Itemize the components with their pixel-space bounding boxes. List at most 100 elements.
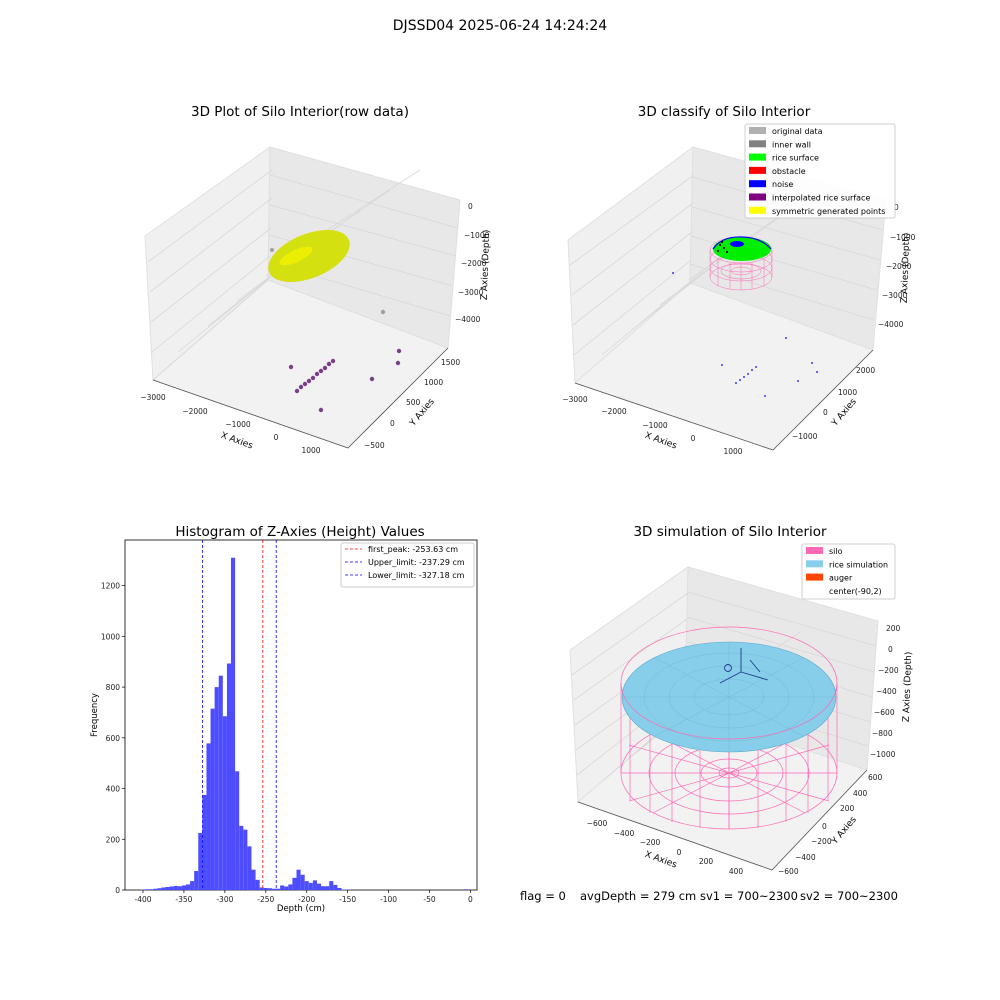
- panel4-zlabel: Z Axies (Depth): [902, 652, 914, 723]
- panel2-legend: original data inner wall rice surface obsta…: [744, 123, 896, 219]
- panel1-points: [288, 348, 402, 413]
- status-sv2: sv2 = 700~2300: [800, 889, 898, 903]
- panel1-ztick: −1000: [464, 231, 490, 240]
- legend-label: auger: [829, 574, 853, 583]
- panel4-tick-labels: −600 −400 −200 0 200 400 −600 −400 −200 …: [587, 624, 901, 876]
- status-flag: flag = 0: [520, 889, 566, 903]
- histogram-bar: [308, 882, 313, 890]
- histogram-xtick-label: -50: [423, 895, 435, 904]
- panel4-3d-simulation: −600 −400 −200 0 200 400 −600 −400 −200 …: [569, 543, 914, 876]
- panel1-point: [330, 358, 336, 364]
- histogram-legend-label: Lower_limit: -327.18 cm: [368, 571, 465, 580]
- panel1-point: [369, 376, 375, 382]
- panel4-ytick: 400: [853, 789, 868, 798]
- histogram-bar: [267, 888, 272, 890]
- panel4-ytick: 0: [822, 822, 827, 831]
- panel4-ztick: −200: [878, 666, 899, 675]
- panel1-grid: [147, 169, 459, 381]
- panel1-title: 3D Plot of Silo Interior(row data): [191, 104, 409, 120]
- histogram-bar: [194, 870, 199, 890]
- panel3-title: Histogram of Z-Axies (Height) Values: [175, 524, 425, 540]
- panel4-axes: [577, 769, 868, 871]
- panel2-ytick: 2000: [856, 366, 875, 375]
- panel1-xlabel: X Axies: [219, 431, 254, 452]
- panel1-ztick: −2000: [461, 259, 487, 268]
- legend-label: interpolated rice surface: [772, 194, 870, 203]
- histogram-bar: [185, 884, 191, 890]
- panel2-xtick: 1000: [723, 447, 742, 456]
- legend-swatch: [806, 560, 823, 568]
- panel1-ytick: −500: [364, 441, 385, 450]
- panel2-xtick: 0: [691, 434, 696, 443]
- panel3-bars: [140, 557, 469, 890]
- histogram-bar: [325, 886, 330, 890]
- panel1-point: [318, 368, 324, 374]
- histogram-bar: [206, 743, 211, 890]
- panel2-point: [751, 369, 753, 371]
- panel2-point: [739, 379, 741, 381]
- panel1-point: [326, 361, 332, 367]
- histogram-xtick-label: -200: [298, 895, 315, 904]
- legend-swatch: [749, 127, 766, 134]
- panel2-ytick: 0: [823, 408, 828, 417]
- histogram-bar: [226, 663, 232, 890]
- panel2-noise-cluster: [730, 241, 744, 247]
- panel2-xtick: −2000: [601, 407, 627, 416]
- panel2-point: [764, 395, 766, 397]
- panel2-ylabel: Y Axies: [830, 397, 859, 429]
- panel3-histogram: -400 -350 -300 -250 -200 -150 -100 -50 0 0 200 400…: [90, 539, 478, 914]
- legend-swatch: [749, 140, 766, 148]
- panel2-wall-edge: [712, 236, 772, 250]
- panel1-surface-highlight: [279, 246, 313, 266]
- histogram-legend-label: first_peak: -253.63 cm: [368, 545, 458, 554]
- panel1-point: [306, 378, 312, 384]
- histogram-bar: [255, 879, 260, 890]
- panel1-zlabel: Z Axies (Depth): [480, 230, 492, 301]
- histogram-bar: [169, 886, 174, 890]
- panel1-point: [298, 384, 304, 390]
- panel2-ztick: −1000: [890, 233, 916, 242]
- histogram-ytick-label: 200: [106, 835, 121, 844]
- histogram-bar: [157, 888, 162, 890]
- panel1-axes: [152, 347, 449, 449]
- panel4-title: 3D simulation of Silo Interior: [633, 524, 827, 540]
- panel4-xtick: 200: [699, 857, 714, 866]
- panel2-obstacle-points: [716, 240, 729, 254]
- histogram-bar: [165, 886, 170, 890]
- panel2-point: [747, 373, 749, 375]
- panel2-zlabel: Z Axies (Depth): [900, 233, 912, 304]
- panel1-ztick: −4000: [455, 315, 481, 324]
- histogram-bar: [276, 888, 281, 890]
- panel1-xtick: 0: [274, 433, 279, 442]
- panel1-xtick: 1000: [301, 446, 320, 455]
- panel4-xtick: −200: [640, 838, 661, 847]
- histogram-bar: [149, 889, 154, 890]
- histogram-bar: [316, 883, 322, 890]
- panel2-point: [735, 382, 737, 384]
- panel3-xlabel: Depth (cm): [277, 904, 325, 914]
- panel1-xtick: −2000: [182, 407, 208, 416]
- histogram-bar: [263, 887, 268, 890]
- histogram-bar: [177, 886, 182, 890]
- panel1-point: [294, 388, 300, 394]
- histogram-bar: [292, 877, 297, 890]
- panel4-ztick: −800: [872, 729, 893, 738]
- panel3-yticks: 0 200 400 600 800 1000 1200: [101, 582, 125, 895]
- panel2-xlabel: X Axies: [643, 431, 678, 452]
- panel2-point: [718, 243, 722, 247]
- histogram-bar: [312, 880, 317, 890]
- histogram-xtick-label: 0: [468, 895, 473, 904]
- histogram-bar: [181, 885, 186, 890]
- histogram-bar: [333, 884, 338, 890]
- legend-swatch: [749, 166, 766, 174]
- panel4-xlabel: X Axies: [643, 850, 678, 871]
- histogram-bar: [161, 887, 166, 890]
- panel1-tick-labels: −3000 −2000 −1000 0 1000 −500 0 500 1000…: [140, 202, 489, 455]
- panel2-point: [755, 366, 757, 368]
- legend-swatch: [749, 180, 766, 188]
- panel4-ztick: 200: [886, 624, 901, 633]
- panel4-silo-top-front: [620, 682, 838, 740]
- panel2-ztick: −3000: [882, 291, 908, 300]
- legend-swatch: [749, 153, 766, 161]
